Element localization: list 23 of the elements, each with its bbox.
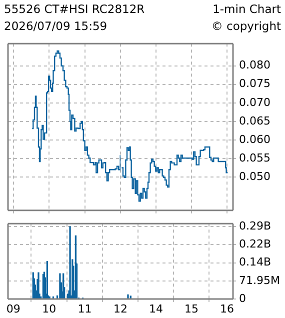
- text: 1-min Chart: [212, 2, 281, 16]
- y-tick-label: 0.14B: [239, 256, 272, 269]
- y-tick-label: 0.22B: [239, 238, 272, 251]
- x-tick-label: 14: [148, 302, 163, 316]
- y-tick-label: 0.075: [239, 77, 270, 90]
- x-tick-label: 10: [42, 302, 56, 316]
- x-tick-label: 15: [184, 302, 198, 316]
- text: © copyright: [211, 19, 281, 33]
- chart-subtitle: 2026/07/09 15:59: [4, 19, 108, 33]
- chart-title: 55526 CT#HSI RC2812R: [4, 2, 145, 16]
- x-tick-label: 11: [78, 302, 92, 316]
- y-tick-label: 0.055: [239, 151, 270, 164]
- y-tick-label: 0.050: [239, 170, 270, 183]
- x-tick-label: 09: [6, 302, 20, 316]
- y-tick-label: 0.29B: [239, 220, 272, 233]
- y-tick-label: 0.065: [239, 114, 270, 128]
- x-tick-label: 12: [114, 302, 128, 316]
- y-tick-label: 71.95M: [239, 274, 280, 287]
- x-tick-label: 16: [220, 302, 234, 316]
- y-tick-label: 0.070: [239, 96, 270, 109]
- y-tick-label: 0.060: [239, 132, 270, 146]
- y-tick-label: 0.080: [239, 58, 270, 72]
- y-tick-label: 0: [239, 292, 246, 305]
